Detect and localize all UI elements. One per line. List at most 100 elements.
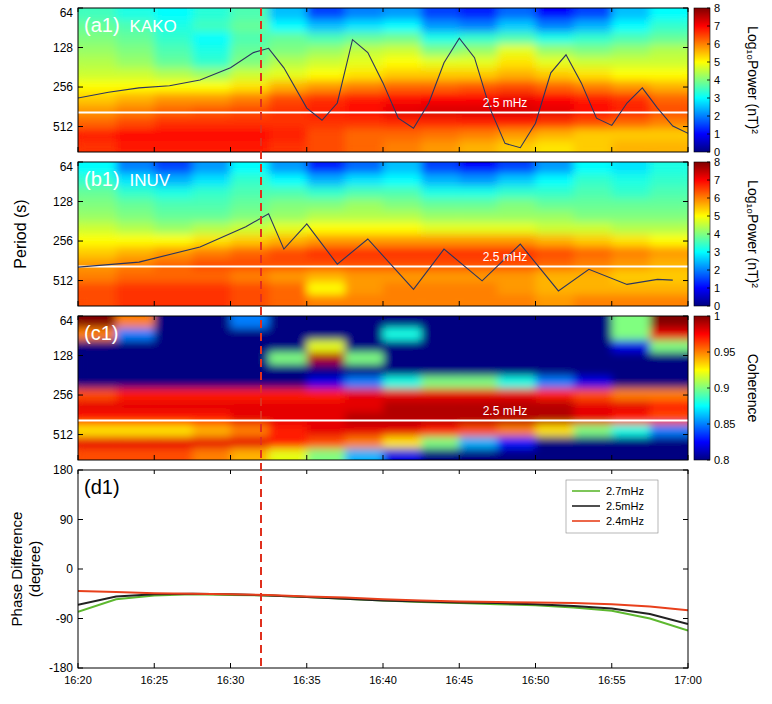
colorbar-tick bbox=[707, 8, 710, 9]
heatmap-cell bbox=[612, 376, 651, 389]
y-tick-label: 64 bbox=[60, 6, 74, 20]
frequency-label: 2.5 mHz bbox=[483, 250, 528, 264]
heatmap-cell bbox=[231, 32, 270, 45]
heatmap-cell bbox=[383, 44, 422, 56]
x-tick bbox=[459, 455, 460, 460]
heatmap-cell bbox=[650, 437, 688, 450]
heatmap-cell bbox=[231, 412, 270, 425]
heatmap-cell bbox=[192, 104, 231, 117]
heatmap-cell bbox=[78, 449, 117, 460]
heatmap-cell bbox=[192, 364, 231, 377]
plot-frame bbox=[78, 8, 688, 152]
heatmap-cell bbox=[574, 364, 613, 377]
heatmap-cell bbox=[612, 20, 651, 33]
legend-swatch bbox=[572, 505, 600, 507]
colorbar-tick bbox=[707, 198, 710, 199]
heatmap-cell bbox=[574, 400, 613, 413]
heatmap-cell bbox=[497, 352, 536, 364]
heatmap-cell bbox=[536, 8, 575, 21]
heatmap-cell bbox=[231, 449, 270, 460]
x-tick bbox=[306, 455, 307, 460]
y-tick-label: 512 bbox=[53, 274, 73, 288]
y-tick bbox=[683, 316, 688, 317]
x-tick bbox=[78, 8, 79, 12]
heatmap-cell bbox=[231, 141, 270, 152]
heatmap-cell bbox=[307, 116, 346, 129]
heatmap-cell bbox=[269, 246, 308, 259]
y-tick-label: 256 bbox=[53, 234, 73, 248]
time-series bbox=[78, 38, 688, 148]
colorbar-tick bbox=[707, 352, 710, 353]
heatmap-cell bbox=[612, 129, 651, 142]
colorbar-tick-label: 0.9 bbox=[714, 382, 729, 394]
heatmap-cell bbox=[345, 116, 384, 129]
heatmap-cell bbox=[154, 92, 193, 105]
heatmap-cell bbox=[192, 295, 231, 306]
heatmap-cell bbox=[536, 129, 575, 142]
heatmap-cell bbox=[650, 20, 688, 33]
heatmap-cell bbox=[421, 340, 460, 353]
plot-area bbox=[78, 591, 688, 631]
heatmap-cell bbox=[192, 437, 231, 450]
y-tick bbox=[683, 519, 688, 520]
heatmap-cell bbox=[383, 198, 422, 210]
colorbar-tick bbox=[707, 288, 710, 289]
heatmap-cell bbox=[459, 141, 498, 152]
heatmap-cell bbox=[612, 258, 651, 271]
x-tick bbox=[535, 663, 536, 668]
heatmap-cell bbox=[574, 44, 613, 56]
heatmap-cell bbox=[536, 116, 575, 129]
heatmap-cell bbox=[497, 174, 536, 187]
heatmap-cell bbox=[231, 388, 270, 401]
colorbar-tick-label: 2 bbox=[714, 110, 720, 122]
x-tick bbox=[306, 147, 307, 152]
heatmap-cell bbox=[383, 340, 422, 353]
heatmap-cell bbox=[574, 141, 613, 152]
panel-label: (c1) bbox=[84, 322, 118, 344]
heatmap-cell bbox=[574, 234, 613, 247]
x-tick bbox=[459, 301, 460, 306]
y-tick bbox=[78, 87, 83, 88]
heatmap-cell bbox=[536, 44, 575, 56]
heatmap-cell bbox=[497, 340, 536, 353]
y-tick bbox=[683, 47, 688, 48]
heatmap-cell bbox=[307, 141, 346, 152]
heatmap-cell bbox=[192, 400, 231, 413]
heatmap-cell bbox=[574, 376, 613, 389]
plot-area bbox=[78, 162, 688, 306]
heatmap-cell bbox=[574, 80, 613, 93]
heatmap-cell bbox=[231, 295, 270, 306]
colorbar-tick bbox=[707, 460, 710, 461]
heatmap-cell bbox=[574, 174, 613, 187]
x-tick bbox=[230, 147, 231, 152]
x-tick-label: 16:20 bbox=[64, 674, 92, 686]
heatmap-cell bbox=[459, 198, 498, 210]
title-line: Phase Difference bbox=[8, 512, 25, 627]
heatmap-cell bbox=[574, 32, 613, 45]
heatmap-cell bbox=[307, 364, 346, 377]
y-tick-label: 128 bbox=[53, 195, 73, 209]
heatmap-cell bbox=[574, 283, 613, 296]
heatmap-cell bbox=[536, 80, 575, 93]
heatmap-cell bbox=[650, 412, 688, 425]
heatmap-cell bbox=[459, 222, 498, 235]
heatmap-cell bbox=[459, 283, 498, 296]
heatmap-cell bbox=[459, 376, 498, 389]
heatmap-cell bbox=[78, 295, 117, 306]
heatmap-cell bbox=[612, 340, 651, 353]
heatmap-cell bbox=[345, 8, 384, 21]
y-tick-label: 90 bbox=[60, 513, 74, 527]
heatmap-cell bbox=[269, 316, 308, 329]
y-tick bbox=[78, 280, 83, 281]
y-tick bbox=[683, 201, 688, 202]
heatmap bbox=[78, 316, 688, 460]
heatmap-cell bbox=[116, 316, 155, 329]
x-tick bbox=[230, 162, 231, 166]
heatmap-cell bbox=[231, 80, 270, 93]
plot-area bbox=[78, 8, 688, 152]
heatmap-cell bbox=[383, 400, 422, 413]
heatmap-cell bbox=[421, 376, 460, 389]
heatmap-cell bbox=[459, 234, 498, 247]
y-tick-label: 256 bbox=[53, 80, 73, 94]
x-tick bbox=[306, 316, 307, 320]
